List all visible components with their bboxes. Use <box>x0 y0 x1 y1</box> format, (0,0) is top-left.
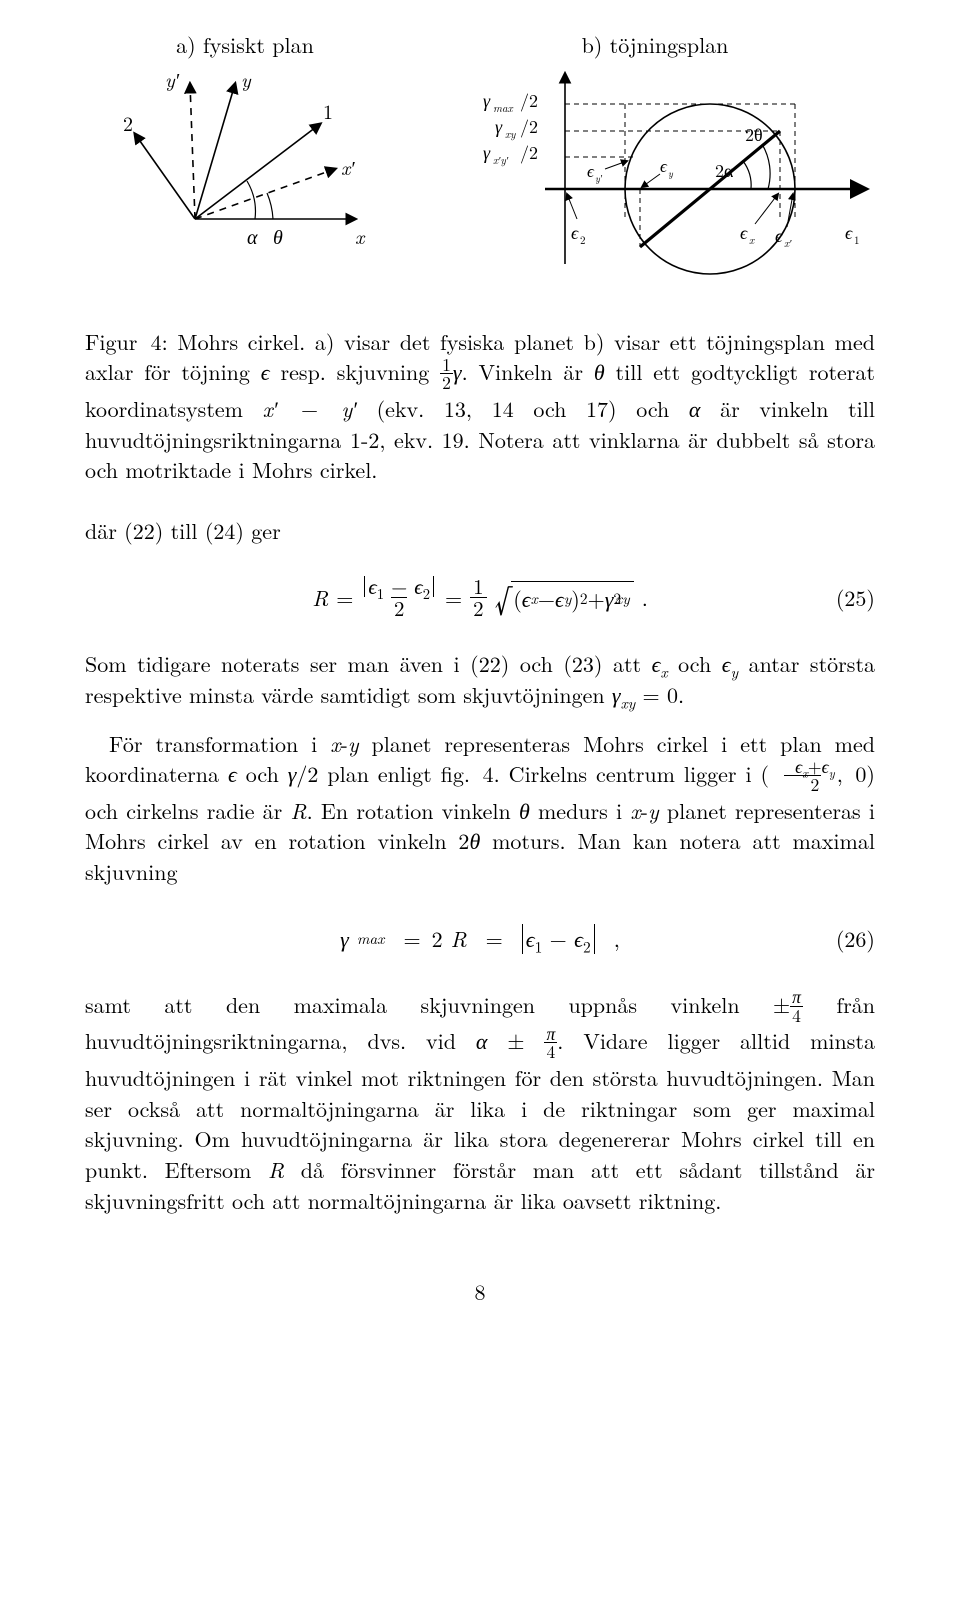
paragraph-2: Som tidigare noterats ser man även i (22… <box>85 649 875 711</box>
svg-text:γ: γ <box>483 140 491 165</box>
figure-a-svg-wrap: x y x′ y′ 1 2 α θ <box>85 69 405 267</box>
figure-b-title: b) töjningsplan <box>435 30 875 61</box>
svg-text:ϵ: ϵ <box>775 223 783 248</box>
svg-text:α: α <box>247 221 258 250</box>
svg-text:ϵ: ϵ <box>571 220 579 245</box>
equation-26-content: γmax = 2R = ϵ1 − ϵ2 , <box>340 924 620 955</box>
svg-text:y: y <box>668 166 674 180</box>
figure-row: a) fysiskt plan x y x′ <box>85 30 875 287</box>
svg-text:y: y <box>241 69 252 93</box>
svg-text:2: 2 <box>123 108 133 137</box>
figure-caption: Figur 4: Mohrs cirkel. a) visar det fysi… <box>85 327 875 487</box>
svg-text:/2: /2 <box>520 140 538 165</box>
svg-text:x: x <box>355 221 366 250</box>
figure-a-svg: x y x′ y′ 1 2 α θ <box>105 69 385 259</box>
svg-text:γ: γ <box>495 114 503 139</box>
svg-text:x: x <box>749 233 755 248</box>
equation-26-number: (26) <box>836 924 875 955</box>
svg-text:ϵ: ϵ <box>740 220 748 245</box>
figure-b-svg-wrap: γ max /2 γ xy /2 γ x′y′ /2 ϵ y′ ϵ y 2α 2… <box>435 69 875 287</box>
svg-text:xy: xy <box>505 127 516 142</box>
intro-line: där (22) till (24) ger <box>85 516 875 547</box>
svg-text:ϵ: ϵ <box>845 220 853 245</box>
page-number: 8 <box>85 1277 875 1308</box>
svg-text:/2: /2 <box>520 114 538 139</box>
svg-text:y′: y′ <box>165 69 180 93</box>
equation-26: γmax = 2R = ϵ1 − ϵ2 , (26) <box>85 914 875 964</box>
figure-b-svg: γ max /2 γ xy /2 γ x′y′ /2 ϵ y′ ϵ y 2α 2… <box>435 69 875 279</box>
svg-text:ϵ: ϵ <box>587 158 595 182</box>
svg-text:θ: θ <box>273 221 283 250</box>
svg-text:2α: 2α <box>715 158 734 183</box>
svg-text:/2: /2 <box>520 88 538 113</box>
svg-text:y′: y′ <box>595 171 603 185</box>
paragraph-3: För transformation i x-y planet represen… <box>85 729 875 889</box>
equation-25-number: (25) <box>836 583 875 614</box>
svg-text:γ: γ <box>483 88 491 113</box>
svg-text:2: 2 <box>580 233 586 248</box>
svg-text:x′: x′ <box>784 236 792 251</box>
figure-b: b) töjningsplan <box>435 30 875 287</box>
equation-25: R = ϵ1 − ϵ2 2 = 1 2 √ (ϵx − ϵy)2 + γ2xy … <box>85 573 875 623</box>
figure-a-title: a) fysiskt plan <box>85 30 405 61</box>
svg-text:1: 1 <box>854 233 860 248</box>
figure-a: a) fysiskt plan x y x′ <box>85 30 405 287</box>
svg-text:ϵ: ϵ <box>660 153 668 177</box>
svg-text:2θ: 2θ <box>745 122 763 147</box>
equation-25-content: R = ϵ1 − ϵ2 2 = 1 2 √ (ϵx − ϵy)2 + γ2xy … <box>312 576 648 621</box>
paragraph-4: samt att den maximala skjuvningen uppnås… <box>85 990 875 1217</box>
svg-text:x′: x′ <box>341 152 355 181</box>
svg-text:x′y′: x′y′ <box>493 153 509 168</box>
svg-text:1: 1 <box>323 96 333 125</box>
